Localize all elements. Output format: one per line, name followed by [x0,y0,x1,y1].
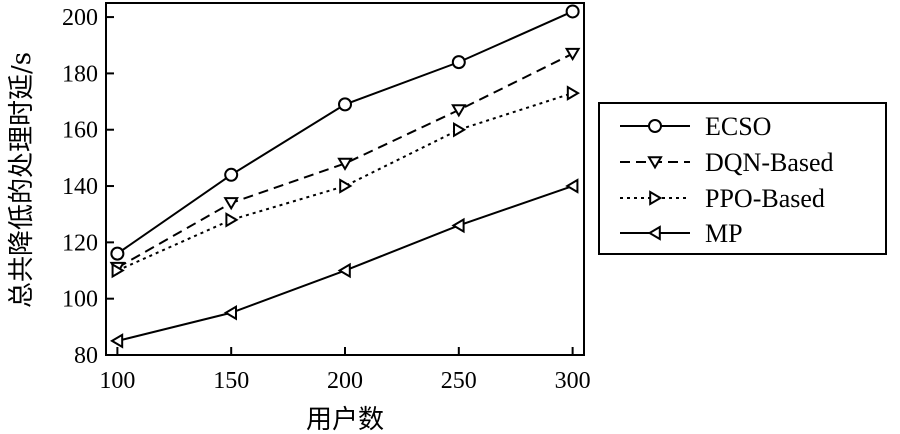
y-tick-label: 140 [62,174,98,200]
legend-marker [649,190,663,206]
y-tick-label: 120 [62,230,98,256]
x-axis: 100 150 200 250 300 [99,347,591,394]
series-ecso [110,4,580,261]
series-ppo-based [111,85,580,279]
y-tick-label: 100 [62,287,98,313]
data-point [337,262,351,279]
y-tick-label: 160 [62,118,98,144]
x-tick-label: 250 [441,368,477,394]
legend-marker [647,156,663,170]
data-point [111,262,125,279]
series-dqn-based [109,47,581,276]
data-point [223,197,239,211]
data-point [566,85,580,101]
data-point [339,178,353,194]
data-point [110,333,124,349]
plot-frame [105,2,585,356]
data-point [110,246,125,261]
y-axis: 80 100 120 140 160 180 200 [62,5,114,369]
series-line [117,185,573,342]
x-tick-label: 300 [555,368,591,394]
y-tick-label: 180 [62,61,98,87]
legend-label: PPO-Based [705,184,825,213]
series-line [116,52,574,269]
x-axis-label: 用户数 [306,405,384,434]
data-point [451,217,465,234]
data-point [224,167,239,182]
y-tick-label: 80 [74,343,98,369]
data-point [337,157,353,171]
series-line [116,10,574,255]
data-point [338,97,352,112]
x-tick-label: 150 [213,368,249,394]
data-point [453,121,467,138]
legend-marker [648,119,662,133]
data-point [565,178,579,194]
legend-marker [647,225,661,241]
x-tick-label: 200 [327,368,363,394]
legend-box [598,102,887,255]
x-tick-label: 100 [99,368,135,394]
data-point [225,212,239,228]
data-point [223,305,237,321]
y-tick-label: 200 [62,5,98,31]
legend: ECSO DQN-Based PPO-Based MP [598,102,887,255]
series-layer [109,4,581,349]
data-point [565,4,580,19]
data-point [451,55,466,70]
legend-label: DQN-Based [705,148,834,177]
data-point [564,47,581,62]
legend-label: MP [705,219,743,248]
series-mp [110,178,579,349]
legend-label: ECSO [705,112,771,141]
data-point [451,104,467,118]
y-axis-label: 总共降低的处理时延/s [7,52,37,308]
